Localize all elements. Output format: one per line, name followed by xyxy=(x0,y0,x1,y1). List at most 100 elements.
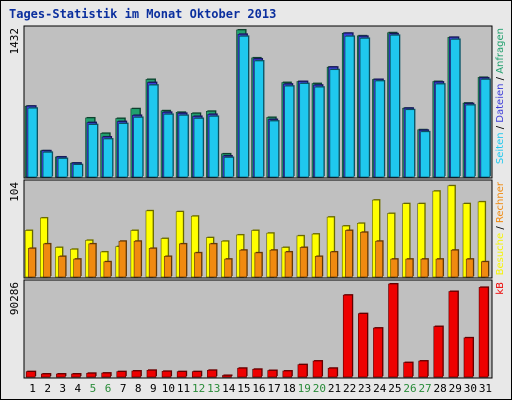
bar-kb-day-8 xyxy=(131,370,142,378)
bar-kb-day-1 xyxy=(25,371,36,378)
bar-rechner-day-13 xyxy=(209,243,217,278)
x-tick-label-day-2: 2 xyxy=(44,382,51,395)
x-tick-label-day-27: 27 xyxy=(418,382,431,395)
bar-seiten-day-31 xyxy=(480,79,491,178)
bar-seiten-day-30 xyxy=(465,104,476,178)
legend-part-middle-0: Besuche xyxy=(495,233,506,276)
bar-seiten-day-2 xyxy=(42,152,53,178)
bar-seiten-day-18 xyxy=(284,85,294,178)
bar-kb-day-23 xyxy=(358,313,368,378)
x-tick-label-day-11: 11 xyxy=(177,382,190,395)
legend-part-middle-1: / xyxy=(495,223,506,233)
bar-rechner-day-15 xyxy=(239,249,248,278)
x-tick-label-day-3: 3 xyxy=(59,382,66,395)
bar-seiten-day-4 xyxy=(72,164,83,178)
legend-label-bottom: kB xyxy=(495,282,506,295)
x-tick-label-day-7: 7 xyxy=(120,382,127,395)
bar-seiten-day-14 xyxy=(223,157,234,178)
bar-seiten-day-21 xyxy=(329,69,340,178)
bar-kb-day-3 xyxy=(56,373,66,378)
bar-kb-day-18 xyxy=(282,370,293,378)
bar-rechner-day-12 xyxy=(194,252,202,278)
bar-seiten-day-3 xyxy=(57,158,68,178)
bar-rechner-day-11 xyxy=(179,243,187,278)
bar-seiten-day-26 xyxy=(405,109,415,178)
x-tick-label-day-31: 31 xyxy=(479,382,492,395)
x-tick-label-day-25: 25 xyxy=(388,382,401,395)
x-tick-label-day-15: 15 xyxy=(237,382,250,395)
bar-rechner-day-28 xyxy=(435,258,444,278)
x-tick-label-day-13: 13 xyxy=(207,382,220,395)
legend-part-bottom-0: kB xyxy=(495,282,506,295)
x-tick-label-day-20: 20 xyxy=(313,382,326,395)
bar-rechner-day-30 xyxy=(465,258,474,278)
x-tick-label-day-18: 18 xyxy=(283,382,296,395)
bar-seiten-day-5 xyxy=(88,124,98,178)
bar-rechner-day-8 xyxy=(133,240,142,278)
bar-kb-day-13 xyxy=(207,370,217,378)
bar-seiten-day-22 xyxy=(344,36,355,178)
bar-rechner-day-10 xyxy=(163,256,172,278)
panel-bottom-background xyxy=(23,279,493,379)
bar-seiten-day-23 xyxy=(359,38,370,178)
bar-rechner-day-31 xyxy=(481,261,489,278)
bar-rechner-day-7 xyxy=(118,240,127,278)
legend-part-top-3: / xyxy=(495,74,506,84)
y-max-label-top: 1432 xyxy=(8,28,21,55)
bar-rechner-day-4 xyxy=(73,258,81,278)
legend-part-top-2: Dateien xyxy=(495,84,506,123)
bar-rechner-day-16 xyxy=(254,252,263,278)
bar-seiten-day-28 xyxy=(435,83,445,178)
bar-rechner-day-5 xyxy=(88,243,97,278)
bar-rechner-day-17 xyxy=(269,249,278,278)
x-tick-label-day-8: 8 xyxy=(135,382,142,395)
legend-label-middle: Besuche / Rechner xyxy=(495,181,506,275)
x-tick-label-day-17: 17 xyxy=(267,382,280,395)
bar-seiten-day-9 xyxy=(148,84,159,178)
x-tick-label-day-21: 21 xyxy=(328,382,341,395)
bar-rechner-day-27 xyxy=(420,258,429,278)
legend-part-top-1: / xyxy=(495,123,506,133)
bar-rechner-day-21 xyxy=(330,251,338,278)
x-tick-label-day-29: 29 xyxy=(449,382,462,395)
x-tick-label-day-30: 30 xyxy=(464,382,477,395)
bar-kb-day-30 xyxy=(463,337,474,378)
legend-part-top-4: Anfragen xyxy=(495,28,506,74)
bar-seiten-day-13 xyxy=(208,116,219,178)
bar-kb-day-25 xyxy=(388,283,398,378)
bar-seiten-day-16 xyxy=(254,60,264,178)
bar-seiten-day-25 xyxy=(390,35,400,178)
bar-seiten-day-15 xyxy=(239,36,249,178)
bar-rechner-day-6 xyxy=(103,261,112,278)
bar-seiten-day-1 xyxy=(27,107,38,178)
x-tick-label-day-19: 19 xyxy=(298,382,311,395)
bar-kb-day-26 xyxy=(403,362,413,378)
x-tick-label-day-23: 23 xyxy=(358,382,371,395)
x-tick-label-day-1: 1 xyxy=(29,382,36,395)
bar-rechner-day-26 xyxy=(405,258,414,278)
y-max-label-bottom: 90286 xyxy=(8,282,21,315)
bar-rechner-day-2 xyxy=(43,243,51,278)
legend-label-top: Seiten / Dateien / Anfragen xyxy=(495,28,506,164)
bar-kb-day-17 xyxy=(267,370,278,378)
x-tick-label-day-6: 6 xyxy=(105,382,112,395)
bar-seiten-day-11 xyxy=(178,115,189,178)
y-max-label-middle: 104 xyxy=(8,182,21,202)
x-tick-label-day-5: 5 xyxy=(90,382,97,395)
bar-kb-day-4 xyxy=(71,373,81,378)
x-tick-label-day-14: 14 xyxy=(222,382,236,395)
bar-seiten-day-29 xyxy=(450,39,461,178)
bar-rechner-day-20 xyxy=(314,256,323,278)
bar-kb-day-7 xyxy=(116,371,127,378)
x-tick-label-day-10: 10 xyxy=(162,382,175,395)
bar-seiten-day-27 xyxy=(420,131,430,178)
bar-seiten-day-12 xyxy=(193,118,204,178)
bar-kb-day-24 xyxy=(373,327,383,378)
x-tick-label-day-9: 9 xyxy=(150,382,157,395)
bar-rechner-day-25 xyxy=(390,258,399,278)
bar-seiten-day-17 xyxy=(269,120,279,178)
bar-kb-day-2 xyxy=(40,373,51,378)
x-tick-label-day-4: 4 xyxy=(75,382,82,395)
bar-kb-day-14 xyxy=(222,375,232,378)
